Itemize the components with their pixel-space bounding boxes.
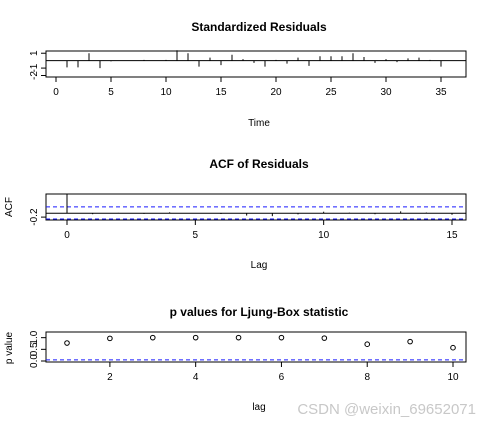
- x-tick-label: 25: [325, 87, 337, 98]
- x-tick-label: 4: [193, 372, 199, 383]
- x-tick-label: 0: [53, 87, 59, 98]
- pvalue-point: [278, 334, 285, 341]
- y-tick-label: 0.0: [29, 354, 40, 368]
- x-tick-label: 5: [108, 87, 114, 98]
- ljungbox-ylabel: p value: [4, 331, 15, 364]
- pvalue-point: [321, 335, 328, 341]
- y-tick-label: 1.0: [29, 330, 40, 344]
- ljungbox-plot-box: [45, 331, 467, 363]
- ljungbox-marks: [46, 334, 466, 361]
- residuals-x-axis: 0 5 10 15 20 25 30 35: [53, 77, 447, 98]
- y-tick-label: -0.2: [29, 208, 40, 226]
- acf-ylabel: ACF: [4, 197, 15, 217]
- acf-y-axis: -0.2: [29, 208, 46, 226]
- y-tick-label: -1: [29, 63, 40, 72]
- x-tick-label: 0: [64, 230, 70, 241]
- acf-marks: [46, 194, 466, 220]
- x-tick-label: 15: [215, 87, 227, 98]
- x-tick-label: 15: [446, 230, 458, 241]
- ljungbox-title: p values for Ljung-Box statistic: [170, 305, 349, 319]
- watermark-text: CSDN @weixin_69652071: [297, 401, 476, 418]
- pvalue-point: [64, 340, 70, 346]
- pvalue-point: [149, 334, 156, 341]
- pvalue-point: [407, 338, 413, 345]
- x-tick-label: 10: [447, 372, 459, 383]
- y-tick-label: 1: [29, 50, 40, 56]
- acf-title: ACF of Residuals: [209, 157, 309, 171]
- x-tick-label: 8: [364, 372, 370, 383]
- residuals-marks: [46, 50, 466, 69]
- residuals-plot-box: [45, 50, 467, 78]
- x-tick-label: 5: [193, 230, 199, 241]
- pvalue-point: [192, 334, 199, 341]
- x-tick-label: 10: [318, 230, 330, 241]
- pvalue-point: [450, 344, 456, 351]
- x-tick-label: 20: [270, 87, 282, 98]
- x-tick-label: 35: [435, 87, 447, 98]
- residuals-title: Standardized Residuals: [191, 20, 327, 34]
- residuals-xlabel: Time: [248, 118, 270, 129]
- residuals-y-axis: -2-1 1: [29, 50, 46, 80]
- acf-x-axis: 0 5 10 15: [64, 220, 458, 241]
- x-tick-label: 2: [107, 372, 113, 383]
- x-tick-label: 6: [279, 372, 285, 383]
- pvalue-point: [364, 341, 371, 348]
- y-tick-label: -2: [29, 71, 40, 80]
- pvalue-point: [235, 334, 242, 341]
- ljungbox-y-axis: 0.00.51.0: [29, 330, 46, 368]
- pvalue-point: [107, 335, 113, 342]
- acf-xlabel: Lag: [251, 260, 268, 271]
- ljungbox-x-axis: 2 4 6 8 10: [107, 362, 459, 383]
- x-tick-label: 30: [380, 87, 392, 98]
- y-tick-label: 0.5: [29, 342, 40, 356]
- x-tick-label: 10: [160, 87, 172, 98]
- ljungbox-xlabel: lag: [252, 402, 265, 413]
